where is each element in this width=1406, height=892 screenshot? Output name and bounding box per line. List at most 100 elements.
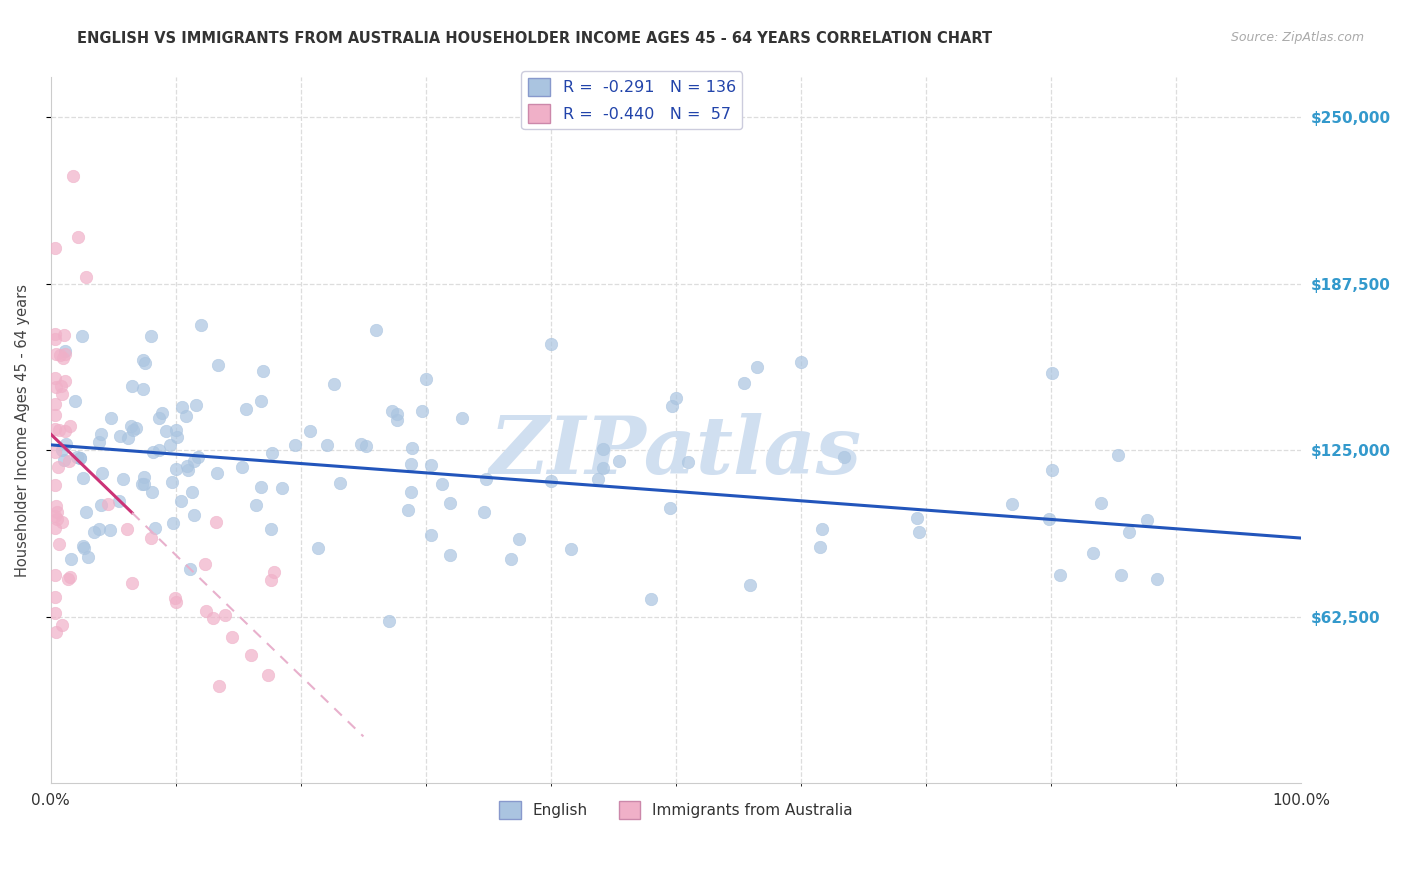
Point bbox=[141, 532, 163, 546]
Point bbox=[1136, 513, 1159, 527]
Point bbox=[195, 604, 218, 618]
Point bbox=[141, 485, 163, 500]
Point bbox=[385, 408, 408, 422]
Point bbox=[738, 578, 761, 592]
Point bbox=[474, 472, 496, 486]
Point bbox=[658, 501, 681, 516]
Point bbox=[44, 521, 66, 535]
Point bbox=[165, 423, 187, 437]
Point bbox=[183, 508, 205, 522]
Point bbox=[260, 574, 283, 588]
Point bbox=[832, 450, 855, 465]
Point bbox=[83, 524, 105, 539]
Point bbox=[586, 472, 609, 486]
Point bbox=[55, 437, 77, 451]
Point bbox=[221, 630, 243, 644]
Point bbox=[263, 565, 285, 579]
Point bbox=[170, 400, 193, 414]
Point bbox=[1001, 497, 1024, 511]
Point bbox=[207, 358, 229, 372]
Point bbox=[46, 460, 69, 475]
Point bbox=[399, 457, 422, 471]
Point bbox=[183, 454, 205, 468]
Point bbox=[323, 376, 346, 391]
Point bbox=[44, 422, 66, 436]
Point bbox=[1118, 524, 1140, 539]
Point bbox=[249, 393, 271, 408]
Point bbox=[51, 387, 73, 401]
Point bbox=[1038, 511, 1060, 525]
Point bbox=[174, 409, 197, 424]
Point bbox=[235, 402, 257, 417]
Point bbox=[60, 551, 83, 566]
Point bbox=[396, 503, 419, 517]
Point bbox=[90, 498, 112, 512]
Point bbox=[204, 515, 226, 529]
Point bbox=[905, 511, 928, 525]
Point bbox=[411, 404, 433, 418]
Point bbox=[162, 516, 184, 530]
Point bbox=[66, 450, 89, 465]
Point bbox=[132, 469, 155, 483]
Point bbox=[44, 327, 66, 342]
Point bbox=[134, 356, 156, 370]
Point bbox=[45, 347, 67, 361]
Point bbox=[420, 458, 443, 472]
Point bbox=[165, 595, 187, 609]
Point bbox=[55, 343, 77, 358]
Point bbox=[194, 558, 217, 572]
Point bbox=[44, 508, 66, 523]
Point bbox=[59, 418, 82, 433]
Point bbox=[52, 453, 75, 467]
Point bbox=[53, 327, 76, 342]
Point bbox=[271, 481, 294, 495]
Point bbox=[115, 522, 138, 536]
Point bbox=[316, 438, 339, 452]
Point bbox=[110, 429, 132, 443]
Point bbox=[299, 425, 322, 439]
Point bbox=[111, 473, 134, 487]
Point bbox=[67, 230, 90, 244]
Point bbox=[350, 437, 373, 451]
Point bbox=[90, 426, 112, 441]
Point bbox=[108, 493, 131, 508]
Point bbox=[45, 499, 67, 513]
Point bbox=[607, 454, 630, 468]
Point bbox=[676, 455, 699, 469]
Point bbox=[159, 437, 181, 451]
Point bbox=[1040, 366, 1063, 380]
Point bbox=[540, 336, 562, 351]
Point bbox=[87, 434, 110, 449]
Point bbox=[245, 498, 267, 512]
Point bbox=[252, 364, 274, 378]
Point bbox=[415, 371, 437, 385]
Point bbox=[51, 442, 73, 457]
Point bbox=[165, 462, 187, 476]
Point bbox=[55, 425, 77, 439]
Point bbox=[181, 485, 204, 500]
Point bbox=[44, 590, 66, 604]
Point bbox=[239, 648, 262, 663]
Point bbox=[44, 445, 66, 459]
Point bbox=[62, 169, 84, 183]
Point bbox=[184, 398, 207, 412]
Point bbox=[808, 540, 831, 554]
Point bbox=[75, 270, 97, 285]
Legend: English, Immigrants from Australia: English, Immigrants from Australia bbox=[494, 795, 859, 825]
Point bbox=[260, 522, 283, 536]
Point bbox=[48, 348, 70, 362]
Point bbox=[439, 548, 461, 562]
Point bbox=[790, 355, 813, 369]
Point bbox=[1146, 572, 1168, 586]
Point bbox=[69, 451, 91, 466]
Point bbox=[401, 441, 423, 455]
Point bbox=[811, 522, 834, 536]
Point bbox=[59, 570, 82, 584]
Point bbox=[44, 371, 66, 385]
Point bbox=[132, 352, 155, 367]
Point bbox=[257, 668, 280, 682]
Point bbox=[48, 537, 70, 551]
Point bbox=[148, 411, 170, 425]
Point bbox=[385, 413, 408, 427]
Text: ENGLISH VS IMMIGRANTS FROM AUSTRALIA HOUSEHOLDER INCOME AGES 45 - 64 YEARS CORRE: ENGLISH VS IMMIGRANTS FROM AUSTRALIA HOU… bbox=[77, 31, 993, 46]
